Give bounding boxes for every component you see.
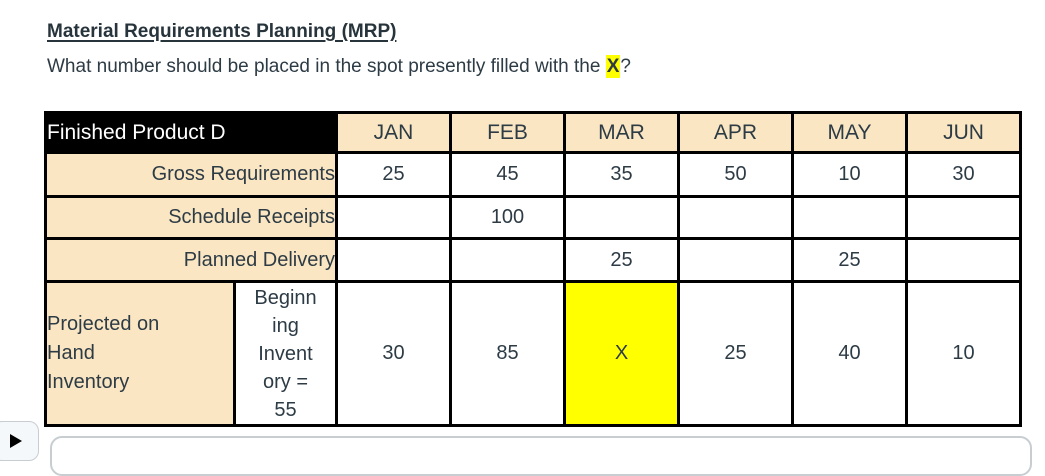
table-cell: 45 bbox=[449, 151, 566, 198]
table-cell: 35 bbox=[563, 151, 680, 198]
table-cell bbox=[905, 237, 1022, 283]
table-cell: 85 bbox=[449, 280, 566, 427]
mrp-table: Finished Product D JAN FEB MAR APR MAY J… bbox=[44, 111, 1022, 427]
table-cell bbox=[905, 195, 1022, 240]
month-header-jun: JUN bbox=[905, 111, 1022, 154]
table-header-row: Finished Product D JAN FEB MAR APR MAY J… bbox=[44, 111, 1022, 154]
table-cell bbox=[335, 195, 452, 240]
table-cell: 100 bbox=[449, 195, 566, 240]
table-cell: 50 bbox=[677, 151, 794, 198]
row-label-gross-requirements: Gross Requirements bbox=[44, 151, 338, 198]
projected-on-hand-row: Projected on Hand Inventory Beginn ing I… bbox=[44, 280, 1022, 427]
schedule-receipts-row: Schedule Receipts 100 bbox=[44, 195, 1022, 240]
corner-header: Finished Product D bbox=[44, 111, 338, 154]
play-icon bbox=[10, 434, 22, 448]
beginning-inventory-cell: Beginn ing Invent ory = 55 bbox=[233, 280, 338, 427]
planned-delivery-row: Planned Delivery 25 25 bbox=[44, 237, 1022, 283]
x-cell: X bbox=[563, 280, 680, 427]
table-cell bbox=[449, 237, 566, 283]
row-label-projected-on-hand: Projected on Hand Inventory bbox=[44, 280, 236, 427]
table-cell: 40 bbox=[791, 280, 908, 427]
table-cell: 10 bbox=[791, 151, 908, 198]
page-title: Material Requirements Planning (MRP) bbox=[47, 21, 397, 42]
month-header-mar: MAR bbox=[563, 111, 680, 154]
table-cell bbox=[677, 237, 794, 283]
table-cell bbox=[677, 195, 794, 240]
row-label-schedule-receipts: Schedule Receipts bbox=[44, 195, 338, 240]
table-cell: 25 bbox=[335, 151, 452, 198]
month-header-feb: FEB bbox=[449, 111, 566, 154]
table-cell: 25 bbox=[677, 280, 794, 427]
table-cell: 30 bbox=[335, 280, 452, 427]
question-suffix: ? bbox=[620, 56, 631, 77]
mrp-question-page: Material Requirements Planning (MRP) Wha… bbox=[44, 21, 1045, 427]
table-cell bbox=[791, 195, 908, 240]
month-header-apr: APR bbox=[677, 111, 794, 154]
answer-input[interactable] bbox=[50, 436, 1032, 476]
table-cell: 30 bbox=[905, 151, 1022, 198]
table-cell: 10 bbox=[905, 280, 1022, 427]
table-cell bbox=[563, 195, 680, 240]
question-text: What number should be placed in the spot… bbox=[47, 55, 1045, 78]
row-label-planned-delivery: Planned Delivery bbox=[44, 237, 338, 283]
expand-button[interactable] bbox=[0, 421, 39, 461]
question-highlight-x: X bbox=[605, 55, 621, 78]
question-prefix: What number should be placed in the spot… bbox=[47, 56, 606, 77]
gross-requirements-row: Gross Requirements 25 45 35 50 10 30 bbox=[44, 151, 1022, 198]
month-header-may: MAY bbox=[791, 111, 908, 154]
table-cell: 25 bbox=[791, 237, 908, 283]
month-header-jan: JAN bbox=[335, 111, 452, 154]
table-cell bbox=[335, 237, 452, 283]
table-cell: 25 bbox=[563, 237, 680, 283]
